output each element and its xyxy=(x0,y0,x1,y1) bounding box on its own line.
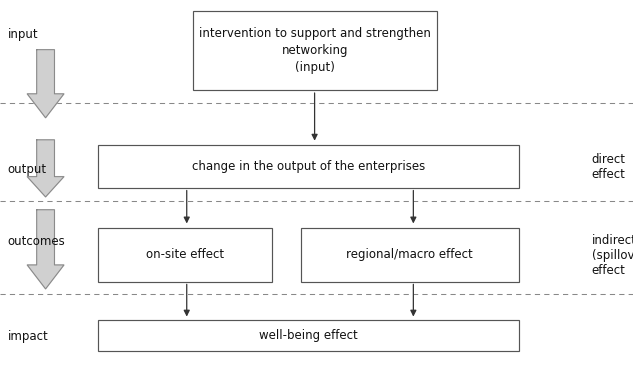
FancyBboxPatch shape xyxy=(98,320,519,351)
Text: on-site effect: on-site effect xyxy=(146,248,224,261)
Text: indirect
(spillover)
effect: indirect (spillover) effect xyxy=(592,234,633,277)
FancyBboxPatch shape xyxy=(193,11,437,90)
FancyBboxPatch shape xyxy=(301,228,519,282)
Text: direct
effect: direct effect xyxy=(592,153,626,181)
Text: change in the output of the enterprises: change in the output of the enterprises xyxy=(192,160,425,173)
Text: output: output xyxy=(8,163,47,176)
Text: input: input xyxy=(8,28,38,42)
Polygon shape xyxy=(27,210,64,289)
FancyBboxPatch shape xyxy=(98,228,272,282)
Text: regional/macro effect: regional/macro effect xyxy=(346,248,473,261)
Text: intervention to support and strengthen
networking
(input): intervention to support and strengthen n… xyxy=(199,27,431,74)
Text: outcomes: outcomes xyxy=(8,234,65,248)
FancyBboxPatch shape xyxy=(98,145,519,188)
Polygon shape xyxy=(27,140,64,197)
Polygon shape xyxy=(27,50,64,118)
Text: well-being effect: well-being effect xyxy=(259,329,358,342)
Text: impact: impact xyxy=(8,330,48,343)
